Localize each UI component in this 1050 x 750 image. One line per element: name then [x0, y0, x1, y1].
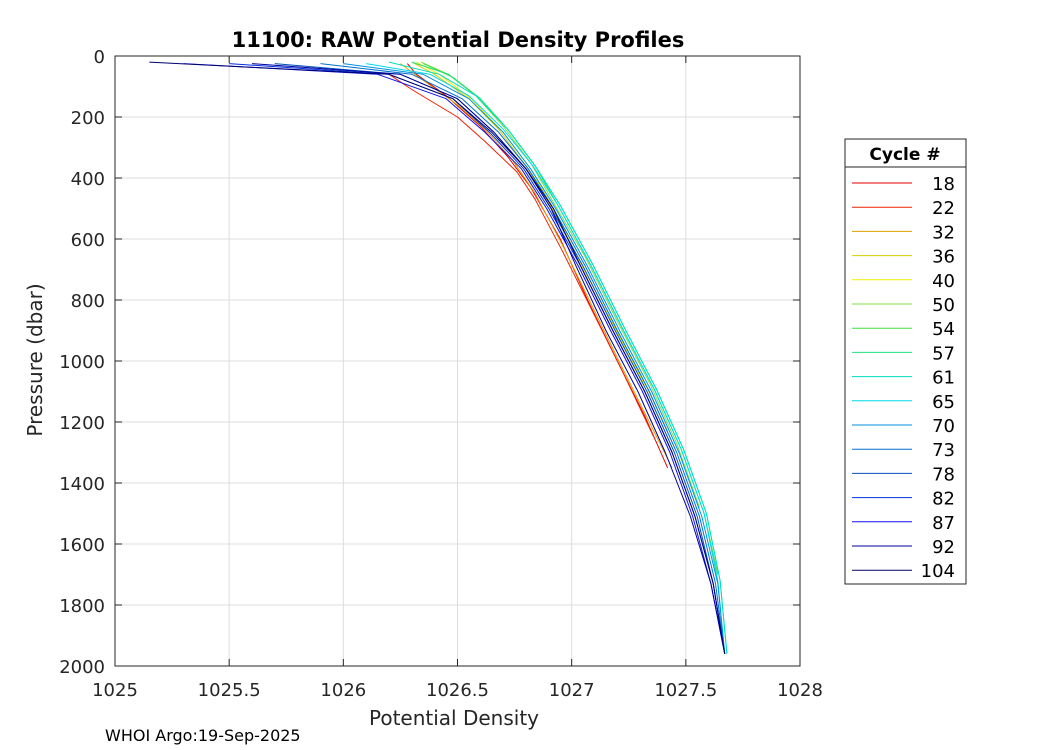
legend-label-cycle-65: 65	[932, 392, 955, 413]
x-tick-label: 1027.5	[654, 680, 717, 701]
x-tick-label: 1026.5	[426, 680, 489, 701]
y-axis-label: Pressure (dbar)	[23, 283, 47, 436]
legend-label-cycle-40: 40	[932, 271, 955, 292]
legend-title: Cycle #	[869, 145, 940, 165]
legend-label-cycle-22: 22	[932, 198, 955, 219]
series-layer	[149, 61, 728, 654]
series-line-cycle-82	[229, 63, 726, 654]
series-line-cycle-73	[320, 63, 726, 654]
x-tick-label: 1025	[92, 680, 138, 701]
y-tick-label: 2000	[59, 657, 105, 678]
x-tick-label: 1026	[320, 680, 366, 701]
legend-items: 18 22 32 36 40 50 54 57 61 65 70 73 78 82 87 92 104	[852, 174, 955, 582]
series-line-cycle-54	[422, 63, 719, 575]
legend-label-cycle-82: 82	[932, 489, 955, 510]
y-tick-label: 1400	[59, 474, 105, 495]
footer-timestamp: WHOI Argo:19-Sep-2025	[105, 726, 301, 745]
legend-label-cycle-36: 36	[932, 247, 955, 268]
x-tick-label: 1025.5	[198, 680, 261, 701]
series-line-cycle-65	[366, 63, 726, 654]
legend-label-cycle-73: 73	[932, 440, 955, 461]
legend-label-cycle-104: 104	[921, 561, 955, 582]
series-line-cycle-32	[400, 63, 673, 469]
series-line-cycle-18	[406, 63, 669, 469]
legend-label-cycle-78: 78	[932, 464, 955, 485]
y-tick-label: 400	[71, 169, 105, 190]
y-tick-label: 0	[94, 47, 105, 68]
y-tick-label: 1600	[59, 535, 105, 556]
legend-label-cycle-50: 50	[932, 295, 955, 316]
series-line-cycle-22	[388, 73, 655, 438]
series-line-cycle-104	[149, 61, 726, 654]
x-tick-label: 1027	[549, 680, 595, 701]
series-line-cycle-40	[416, 61, 646, 386]
series-line-cycle-87	[183, 63, 726, 654]
legend-label-cycle-54: 54	[932, 319, 955, 340]
chart-title: 11100: RAW Potential Density Profiles	[232, 28, 685, 52]
y-tick-label: 600	[71, 230, 105, 251]
y-tick-label: 200	[71, 108, 105, 129]
series-line-cycle-92	[251, 63, 726, 654]
legend-label-cycle-18: 18	[932, 174, 955, 195]
legend-label-cycle-92: 92	[932, 537, 955, 558]
legend-label-cycle-70: 70	[932, 416, 955, 437]
y-tick-label: 1000	[59, 352, 105, 373]
y-tick-label: 1200	[59, 413, 105, 434]
y-tick-label: 1800	[59, 596, 105, 617]
series-line-cycle-50	[420, 61, 700, 508]
grid-lines	[114, 55, 801, 667]
x-axis-label: Potential Density	[369, 706, 539, 730]
axis-ticks: 1025 1025.5 1026 1026.5 1027 1027.5 1028 0 200 40…	[59, 47, 823, 701]
legend-box	[844, 138, 967, 585]
series-line-cycle-61	[388, 61, 728, 654]
legend-label-cycle-61: 61	[932, 368, 955, 389]
legend-label-cycle-57: 57	[932, 343, 955, 364]
x-tick-label: 1028	[777, 680, 823, 701]
legend-label-cycle-32: 32	[932, 222, 955, 243]
y-tick-label: 800	[71, 291, 105, 312]
legend-label-cycle-87: 87	[932, 513, 955, 534]
series-line-cycle-70	[343, 63, 726, 654]
series-line-cycle-57	[411, 61, 728, 654]
series-line-cycle-78	[274, 63, 726, 654]
legend: Cycle # 18 22 32 36 40 50 54 57 61 65 70 73 78 82 87 92…	[844, 138, 967, 585]
